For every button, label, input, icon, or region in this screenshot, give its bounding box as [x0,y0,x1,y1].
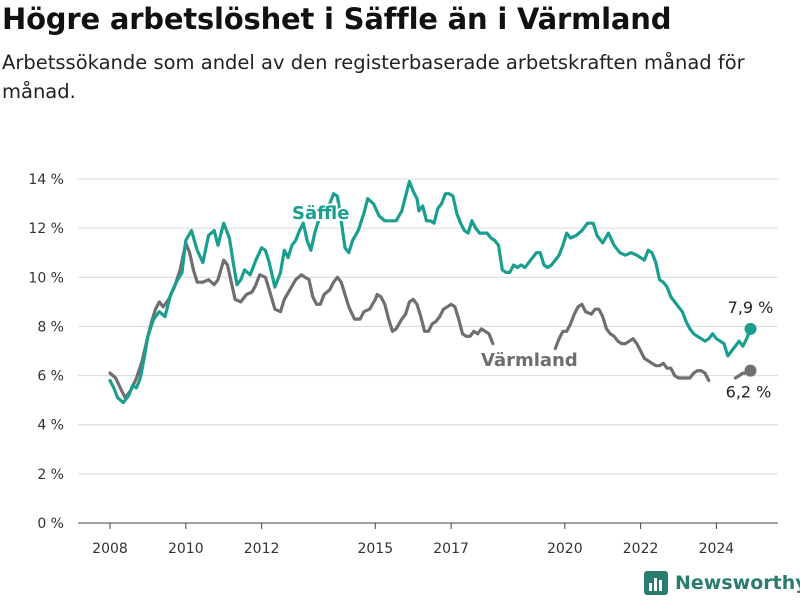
saffle-end-point [744,322,757,335]
x-axis: 2008 2010 2012 2015 2017 2020 2022 2024 [78,522,778,557]
series-lines [108,179,757,405]
y-gridlines [78,178,778,524]
x-tick-label: 2022 [623,541,659,557]
chart-title: Högre arbetslöshet i Säffle än i Värmlan… [2,2,672,36]
y-tick-label: 2 % [37,467,64,483]
x-tick-label: 2017 [433,541,469,557]
y-tick-label: 10 % [28,270,64,286]
saffle-end-value: 7,9 % [728,298,774,317]
x-tick-label: 2024 [699,541,735,557]
varmland-line-segment-1 [108,241,495,400]
y-tick-label: 4 % [37,418,64,434]
newsworthy-logo-icon [644,571,668,595]
series-labels: Säffle Värmland 7,9 % 6,2 % [290,201,774,402]
brand-logo: Newsworthy [643,568,800,598]
x-tick-label: 2010 [168,541,204,557]
varmland-end-value: 6,2 % [726,383,772,402]
x-tick-label: 2015 [357,541,393,557]
x-tick-label: 2012 [244,541,280,557]
varmland-series-label: Värmland [481,350,578,371]
y-tick-label: 0 % [37,516,64,532]
y-tick-labels: 0 % 2 % 4 % 6 % 8 % 10 % 12 % 14 % [28,172,64,532]
x-tick-label: 2008 [92,541,128,557]
y-tick-label: 8 % [37,319,64,335]
varmland-end-point [744,364,757,377]
saffle-line [108,179,753,405]
saffle-series-label: Säffle [292,203,349,224]
brand-name: Newsworthy [675,572,800,594]
y-tick-label: 6 % [37,369,64,385]
varmland-line-segment-2 [553,302,711,383]
y-tick-label: 12 % [28,221,64,237]
chart-subtitle: Arbetssökande som andel av den registerb… [2,51,745,103]
y-tick-label: 14 % [28,172,64,188]
x-tick-label: 2020 [547,541,583,557]
